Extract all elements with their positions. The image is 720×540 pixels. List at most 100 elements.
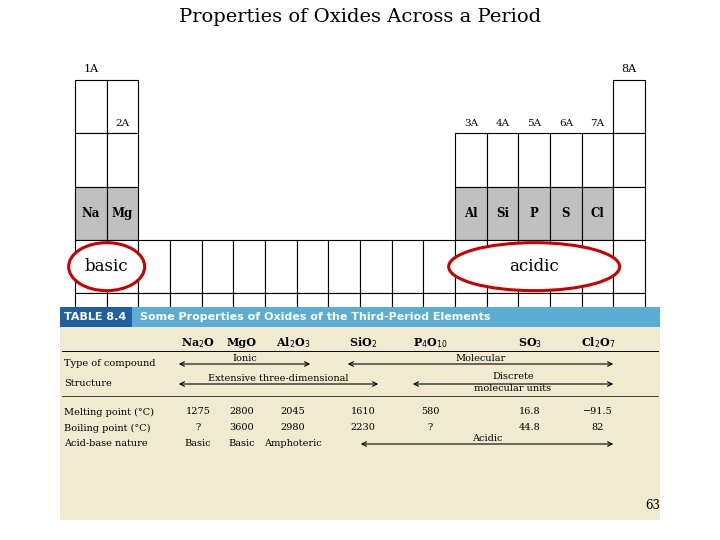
Text: 2800: 2800 bbox=[230, 408, 254, 416]
Bar bbox=[423, 347, 455, 400]
Text: 5A: 5A bbox=[527, 119, 541, 129]
Bar bbox=[487, 293, 518, 347]
Text: Mg: Mg bbox=[112, 207, 133, 220]
Bar bbox=[107, 133, 138, 187]
Text: Na: Na bbox=[81, 207, 100, 220]
Bar bbox=[170, 293, 202, 347]
Bar bbox=[75, 293, 107, 347]
Bar bbox=[582, 133, 613, 187]
Bar bbox=[487, 133, 518, 187]
Bar bbox=[107, 187, 138, 240]
Bar bbox=[360, 347, 392, 400]
Bar bbox=[550, 240, 582, 293]
Bar bbox=[75, 347, 107, 400]
Bar bbox=[297, 347, 328, 400]
Bar bbox=[455, 187, 487, 240]
Bar bbox=[202, 293, 233, 347]
Text: 1610: 1610 bbox=[351, 408, 375, 416]
Bar bbox=[107, 80, 138, 133]
Text: ?: ? bbox=[195, 423, 201, 433]
Text: Cl: Cl bbox=[590, 207, 604, 220]
Text: molecular units: molecular units bbox=[474, 384, 552, 393]
Bar bbox=[550, 133, 582, 187]
Text: Na$_2$O: Na$_2$O bbox=[181, 336, 215, 350]
Text: 580: 580 bbox=[420, 408, 439, 416]
Text: Basic: Basic bbox=[229, 440, 256, 449]
Text: 3A: 3A bbox=[464, 119, 478, 129]
Bar bbox=[328, 240, 360, 293]
Bar bbox=[202, 240, 233, 293]
Bar bbox=[550, 187, 582, 240]
Text: 1A: 1A bbox=[84, 64, 99, 74]
Text: Molecular: Molecular bbox=[455, 354, 505, 363]
Text: 16.8: 16.8 bbox=[519, 408, 541, 416]
Text: 8A: 8A bbox=[621, 64, 636, 74]
Bar bbox=[582, 347, 613, 400]
Bar bbox=[138, 293, 170, 347]
Text: 2045: 2045 bbox=[281, 408, 305, 416]
Bar bbox=[392, 347, 423, 400]
Bar bbox=[265, 293, 297, 347]
Text: Some Properties of Oxides of the Third-Period Elements: Some Properties of Oxides of the Third-P… bbox=[140, 312, 490, 322]
Text: 7A: 7A bbox=[590, 119, 605, 129]
Text: Ionic: Ionic bbox=[232, 354, 257, 363]
Bar bbox=[550, 293, 582, 347]
Text: Structure: Structure bbox=[64, 380, 112, 388]
Bar bbox=[170, 240, 202, 293]
Bar bbox=[60, 327, 660, 520]
Bar bbox=[328, 347, 360, 400]
Bar bbox=[265, 240, 297, 293]
Bar bbox=[455, 293, 487, 347]
Text: S: S bbox=[562, 207, 570, 220]
Bar bbox=[297, 240, 328, 293]
Bar bbox=[360, 293, 392, 347]
Bar bbox=[75, 240, 107, 293]
Text: Al: Al bbox=[464, 207, 477, 220]
Bar bbox=[233, 293, 265, 347]
Bar bbox=[582, 240, 613, 293]
Text: Basic: Basic bbox=[185, 440, 211, 449]
Bar bbox=[582, 187, 613, 240]
Bar bbox=[297, 293, 328, 347]
Bar bbox=[518, 293, 550, 347]
Text: TABLE 8.4: TABLE 8.4 bbox=[64, 312, 126, 322]
Bar bbox=[107, 347, 138, 400]
Text: 2230: 2230 bbox=[351, 423, 375, 433]
Bar bbox=[392, 293, 423, 347]
Text: 2980: 2980 bbox=[281, 423, 305, 433]
Bar bbox=[613, 240, 645, 293]
Text: P$_4$O$_{10}$: P$_4$O$_{10}$ bbox=[413, 336, 447, 350]
Text: Acidic: Acidic bbox=[472, 434, 503, 443]
Bar bbox=[455, 240, 487, 293]
Bar bbox=[613, 133, 645, 187]
Bar bbox=[107, 293, 138, 347]
Bar bbox=[132, 307, 660, 327]
Bar bbox=[613, 187, 645, 240]
Bar bbox=[423, 293, 455, 347]
Text: Acid-base nature: Acid-base nature bbox=[64, 440, 148, 449]
Text: 1275: 1275 bbox=[186, 408, 210, 416]
Bar bbox=[455, 347, 487, 400]
Text: Al$_2$O$_3$: Al$_2$O$_3$ bbox=[276, 335, 310, 350]
Bar bbox=[518, 187, 550, 240]
Bar bbox=[613, 347, 645, 400]
Text: Boiling point (°C): Boiling point (°C) bbox=[64, 423, 150, 433]
Text: Type of compound: Type of compound bbox=[64, 360, 156, 368]
Text: Melting point (°C): Melting point (°C) bbox=[64, 408, 154, 416]
Bar bbox=[138, 347, 170, 400]
Bar bbox=[518, 240, 550, 293]
Text: MgO: MgO bbox=[227, 338, 257, 348]
Text: 2A: 2A bbox=[115, 119, 130, 129]
Bar bbox=[75, 80, 107, 133]
Bar bbox=[518, 133, 550, 187]
Text: basic: basic bbox=[85, 258, 128, 275]
Text: 44.8: 44.8 bbox=[519, 423, 541, 433]
Text: Cl$_2$O$_7$: Cl$_2$O$_7$ bbox=[581, 335, 616, 350]
Text: Amphoteric: Amphoteric bbox=[264, 440, 322, 449]
Bar bbox=[328, 293, 360, 347]
Ellipse shape bbox=[449, 242, 620, 291]
Bar bbox=[233, 347, 265, 400]
Bar bbox=[487, 240, 518, 293]
Bar bbox=[518, 347, 550, 400]
Text: Si: Si bbox=[496, 207, 509, 220]
